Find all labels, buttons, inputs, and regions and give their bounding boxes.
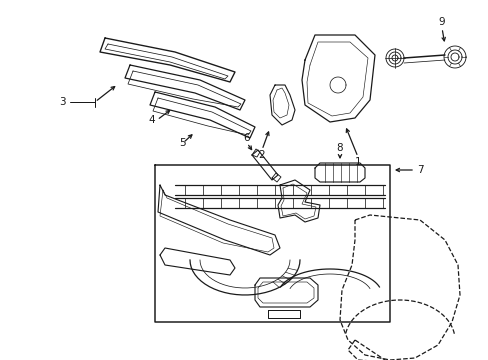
- Text: 4: 4: [148, 115, 155, 125]
- Text: 2: 2: [258, 150, 265, 160]
- Text: 5: 5: [179, 138, 186, 148]
- Text: 7: 7: [416, 165, 423, 175]
- Text: 1: 1: [354, 157, 361, 167]
- Text: 9: 9: [438, 17, 445, 27]
- Text: 6: 6: [243, 133, 250, 143]
- Text: 3: 3: [59, 97, 65, 107]
- Text: 8: 8: [336, 143, 343, 153]
